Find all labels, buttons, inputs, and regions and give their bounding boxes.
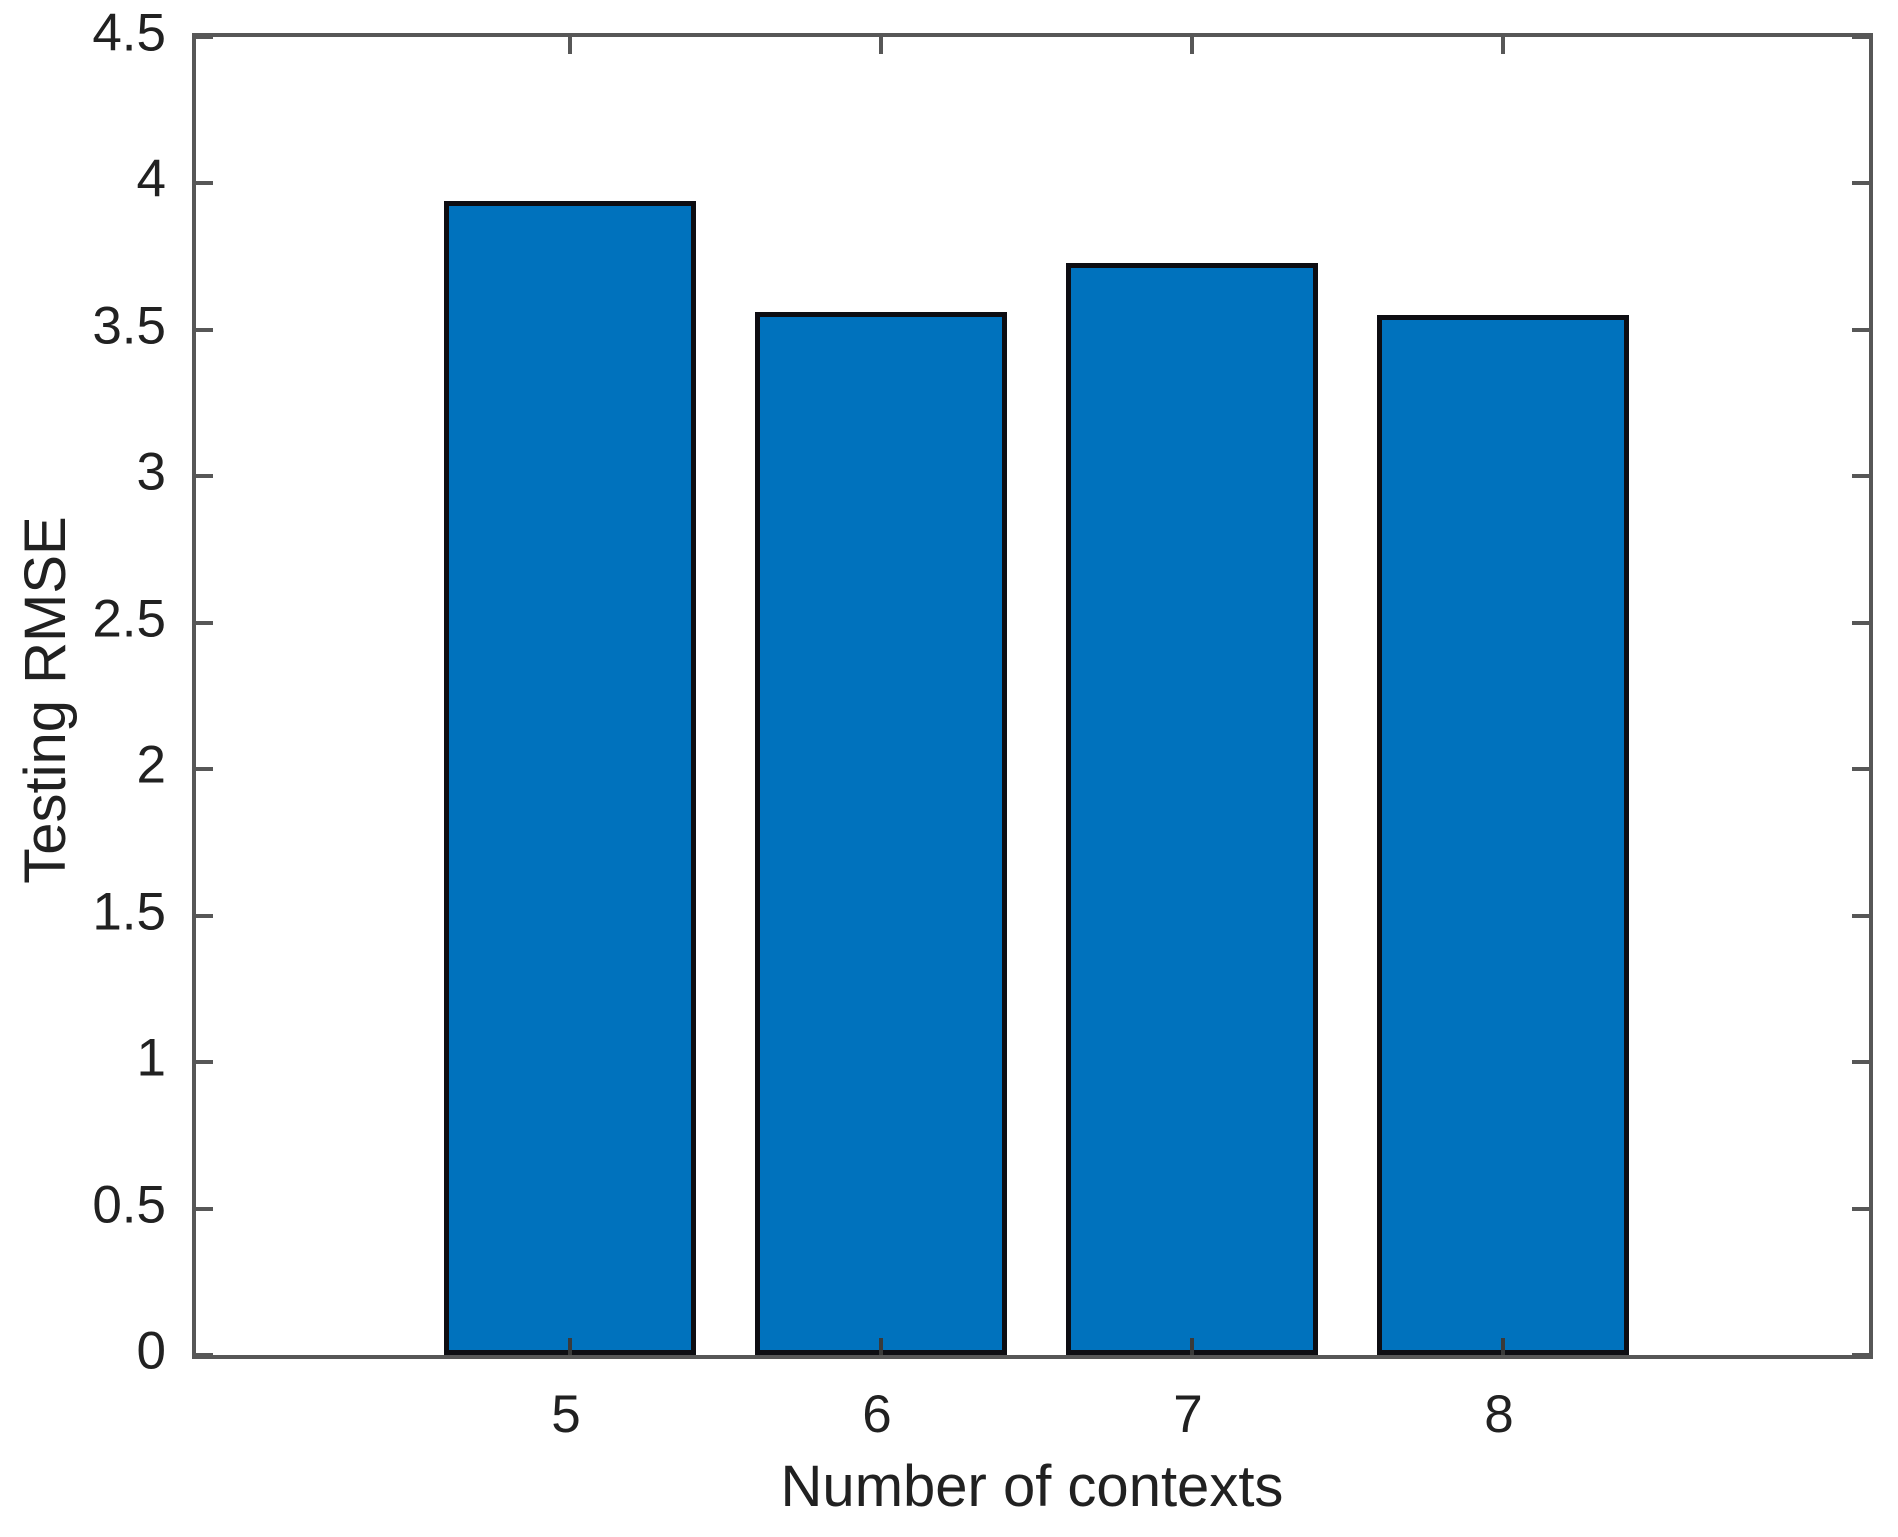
x-tick-mark bbox=[1190, 37, 1194, 54]
y-tick-label: 1 bbox=[136, 1028, 166, 1088]
y-tick-mark bbox=[196, 1206, 213, 1211]
y-tick-mark bbox=[196, 913, 213, 918]
y-tick-mark bbox=[196, 474, 213, 479]
y-tick-mark bbox=[1852, 913, 1869, 918]
y-tick-label: 0 bbox=[136, 1321, 166, 1381]
y-tick-mark bbox=[196, 327, 213, 332]
x-tick-label: 7 bbox=[1173, 1385, 1203, 1444]
y-tick-label: 2 bbox=[136, 735, 166, 795]
y-tick-mark bbox=[196, 1060, 213, 1065]
x-axis-label: Number of contexts bbox=[780, 1454, 1284, 1519]
x-tick-label: 6 bbox=[862, 1385, 892, 1444]
x-tick-mark bbox=[879, 1338, 883, 1355]
bar-6 bbox=[755, 312, 1007, 1355]
y-tick-mark bbox=[196, 767, 213, 772]
y-tick-mark bbox=[196, 1353, 213, 1357]
y-tick-mark bbox=[1852, 620, 1869, 625]
bar-7 bbox=[1066, 263, 1318, 1355]
x-tick-mark bbox=[879, 37, 883, 54]
y-tick-label: 1.5 bbox=[92, 882, 166, 942]
y-tick-mark bbox=[1852, 1206, 1869, 1211]
plot-area bbox=[192, 33, 1873, 1359]
y-tick-labels: 0 0.5 1 1.5 2 2.5 3 3.5 4 4.5 bbox=[0, 7, 166, 1378]
y-tick-mark bbox=[1852, 1353, 1869, 1357]
y-tick-label: 3.5 bbox=[92, 296, 166, 356]
y-tick-mark bbox=[196, 620, 213, 625]
bar-5 bbox=[444, 201, 696, 1355]
x-tick-mark bbox=[1501, 37, 1505, 54]
y-tick-mark bbox=[196, 181, 213, 186]
x-tick-mark bbox=[1501, 1338, 1505, 1355]
y-tick-label: 4.5 bbox=[92, 3, 166, 63]
y-tick-mark bbox=[1852, 767, 1869, 772]
x-tick-label: 8 bbox=[1484, 1385, 1514, 1444]
y-tick-mark bbox=[1852, 181, 1869, 186]
bar-8 bbox=[1377, 315, 1629, 1355]
y-tick-label: 4 bbox=[136, 149, 166, 209]
y-tick-mark bbox=[1852, 1060, 1869, 1065]
y-tick-mark bbox=[1852, 35, 1869, 39]
x-tick-label: 5 bbox=[551, 1385, 581, 1444]
x-tick-mark bbox=[568, 37, 572, 54]
x-tick-mark bbox=[568, 1338, 572, 1355]
y-tick-label: 2.5 bbox=[92, 589, 166, 649]
y-tick-label: 0.5 bbox=[92, 1175, 166, 1235]
y-tick-mark bbox=[1852, 327, 1869, 332]
y-tick-mark bbox=[1852, 474, 1869, 479]
y-tick-label: 3 bbox=[136, 442, 166, 502]
y-tick-mark bbox=[196, 35, 213, 39]
x-tick-mark bbox=[1190, 1338, 1194, 1355]
